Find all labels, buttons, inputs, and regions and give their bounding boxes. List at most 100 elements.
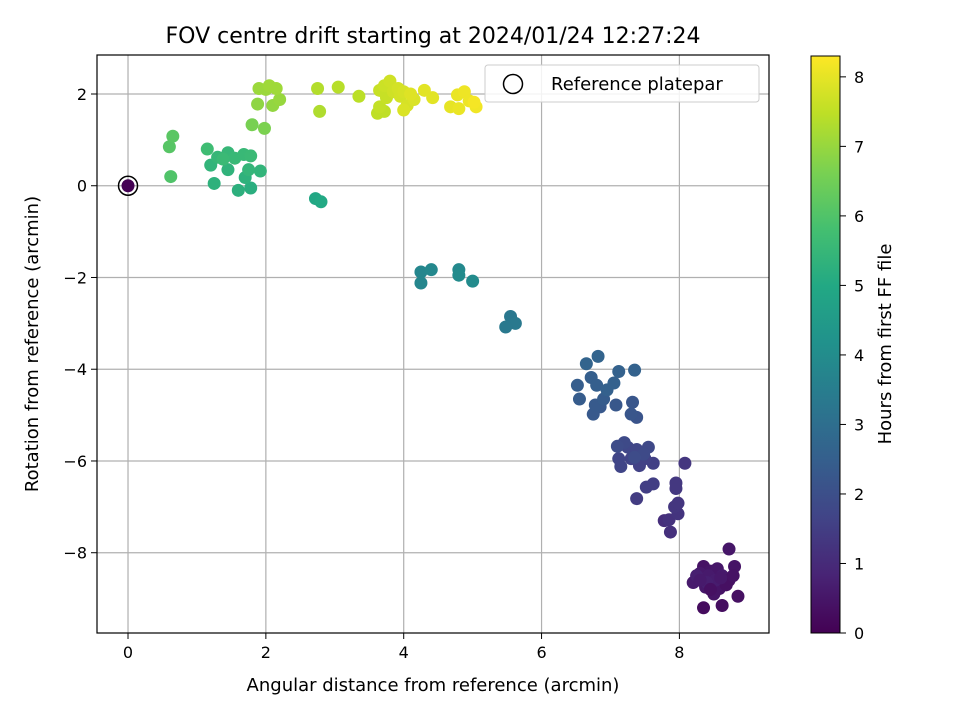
data-point — [612, 365, 626, 379]
data-point — [663, 525, 677, 539]
grid-lines — [97, 55, 769, 633]
chart-title: FOV centre drift starting at 2024/01/24 … — [166, 24, 701, 49]
data-point — [426, 91, 440, 105]
y-tick-label: 2 — [77, 85, 87, 104]
legend-marker-icon — [502, 73, 524, 95]
reference-platepar-marker — [117, 175, 139, 196]
data-point — [628, 363, 642, 377]
data-point — [590, 378, 604, 392]
colorbar-tick-label: 8 — [854, 68, 864, 87]
x-tick-label: 8 — [674, 643, 684, 662]
colorbar-ticks: 0 1 2 3 4 5 6 7 8 — [840, 68, 864, 643]
data-point — [424, 263, 438, 277]
data-point — [722, 542, 736, 556]
colorbar-gradient — [810, 55, 841, 634]
data-point — [609, 398, 623, 412]
colorbar-tick-label: 2 — [854, 485, 864, 504]
data-point — [626, 395, 640, 409]
data-point — [245, 118, 259, 132]
data-point — [231, 183, 245, 197]
data-point — [221, 163, 235, 177]
colorbar-tick-label: 0 — [854, 624, 864, 643]
data-point — [242, 163, 256, 177]
y-axis-label: Rotation from reference (arcmin) — [22, 196, 43, 492]
data-point — [166, 129, 180, 143]
colorbar-tick-label: 1 — [854, 554, 864, 573]
y-tick-label: −4 — [63, 360, 87, 379]
data-point — [207, 176, 221, 190]
x-tick-label: 4 — [399, 643, 409, 662]
data-point — [313, 104, 327, 118]
x-axis-label: Angular distance from reference (arcmin) — [247, 675, 620, 696]
data-point — [499, 320, 513, 334]
data-point — [646, 477, 660, 491]
data-point — [669, 476, 683, 490]
data-point — [693, 573, 707, 587]
colorbar-tick-label: 5 — [854, 276, 864, 295]
y-tick-label: −6 — [63, 452, 87, 471]
data-point — [452, 268, 466, 282]
colorbar-tick-label: 6 — [854, 207, 864, 226]
data-point — [414, 265, 428, 279]
data-point — [244, 149, 258, 163]
x-tick-label: 0 — [123, 643, 133, 662]
data-point — [273, 92, 287, 106]
legend: Reference platepar — [484, 64, 760, 103]
data-point — [697, 601, 711, 615]
data-points — [121, 74, 745, 615]
data-point — [404, 87, 418, 101]
data-point — [678, 456, 692, 470]
data-point — [452, 102, 466, 116]
y-tick-label: −2 — [63, 268, 87, 287]
data-point — [251, 97, 265, 111]
data-point — [607, 376, 621, 390]
colorbar-tick-label: 7 — [854, 137, 864, 156]
y-axis-ticks: 2 0 −2 −4 −6 −8 — [63, 85, 97, 563]
data-point — [671, 496, 685, 510]
data-point — [164, 170, 178, 184]
data-point — [591, 349, 605, 363]
y-tick-label: −8 — [63, 544, 87, 563]
data-point — [579, 357, 593, 371]
data-point — [624, 407, 638, 421]
x-tick-label: 6 — [536, 643, 546, 662]
data-point — [610, 439, 624, 453]
data-point — [714, 571, 728, 585]
x-axis-ticks: 0 2 4 6 8 — [123, 633, 684, 662]
data-point — [628, 450, 642, 464]
data-point — [311, 81, 325, 95]
data-point — [121, 179, 135, 193]
data-point — [731, 589, 745, 603]
data-point — [352, 89, 366, 103]
data-point — [467, 95, 481, 109]
data-point — [257, 121, 271, 135]
data-point — [244, 181, 258, 195]
plot-frame — [96, 54, 770, 634]
y-tick-label: 0 — [77, 177, 87, 196]
colorbar: 0 1 2 3 4 5 6 7 8 Hours from first FF file — [810, 55, 896, 643]
data-point — [331, 80, 345, 94]
legend-entry-reference-platepar: Reference platepar — [551, 74, 723, 95]
data-point — [373, 100, 387, 114]
data-point — [630, 492, 644, 506]
data-point — [216, 152, 230, 166]
data-point — [397, 103, 411, 117]
reference-point-ring — [117, 175, 139, 196]
data-point — [200, 142, 214, 156]
data-point — [314, 195, 328, 209]
data-point — [715, 598, 729, 612]
legend-box — [484, 64, 760, 103]
data-point — [253, 164, 267, 178]
data-point — [414, 276, 428, 290]
data-point — [162, 140, 176, 154]
data-point — [726, 569, 740, 583]
colorbar-label: Hours from first FF file — [875, 244, 896, 445]
data-point — [570, 378, 584, 392]
colorbar-tick-label: 3 — [854, 415, 864, 434]
x-tick-label: 2 — [261, 643, 271, 662]
data-point — [572, 392, 586, 406]
data-point — [466, 274, 480, 288]
data-point — [612, 452, 626, 466]
colorbar-tick-label: 4 — [854, 346, 864, 365]
